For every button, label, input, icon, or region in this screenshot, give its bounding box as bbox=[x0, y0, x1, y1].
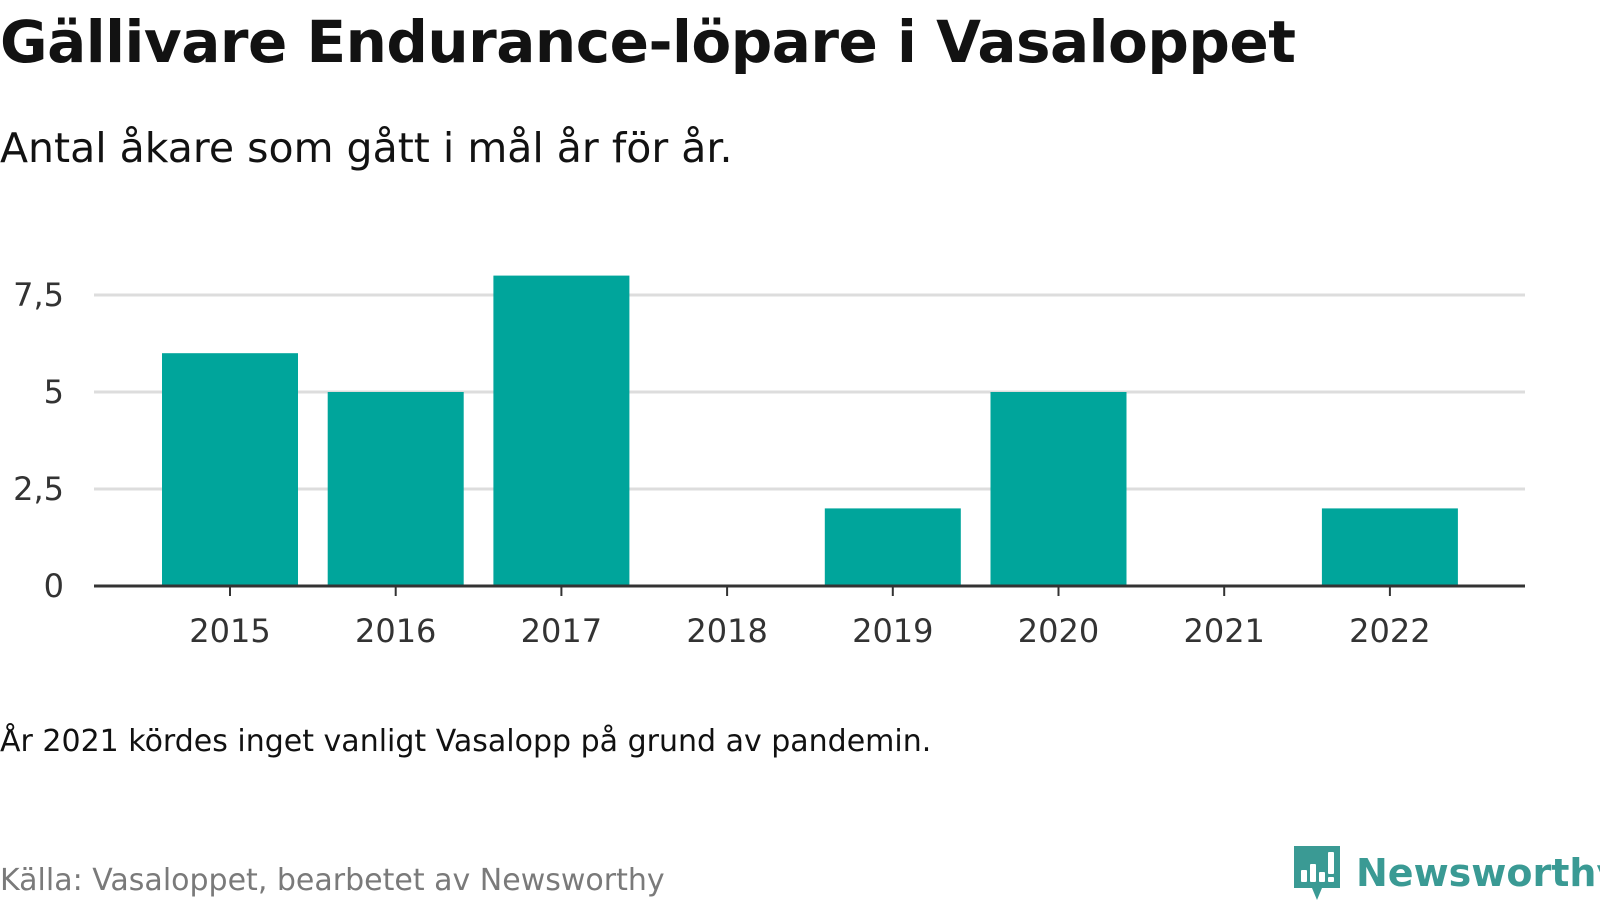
y-axis-tick-labels: 0 2,5 5 7,5 bbox=[13, 276, 64, 605]
y-tick-label: 7,5 bbox=[13, 276, 64, 314]
bar-2022 bbox=[1321, 508, 1458, 586]
bar-2016 bbox=[327, 392, 464, 586]
bar-chart: 0 2,5 5 7,5 2015 2016 2017 2018 2019 2020 2021 202… bbox=[13, 275, 1525, 650]
x-axis-tick-labels: 2015 2016 2017 2018 2019 2020 2021 2022 bbox=[189, 612, 1430, 650]
source-credit: Källa: Vasaloppet, bearbetet av Newswort… bbox=[0, 863, 665, 898]
x-tick-label: 2016 bbox=[355, 612, 436, 650]
gridlines bbox=[94, 293, 1525, 491]
x-tick-label: 2022 bbox=[1349, 612, 1430, 650]
bar-2020 bbox=[990, 392, 1127, 586]
bar-2019 bbox=[824, 508, 961, 586]
bars bbox=[162, 275, 1458, 586]
x-tick-label: 2015 bbox=[189, 612, 270, 650]
bar-2015 bbox=[162, 353, 298, 586]
brand-name: Newsworthy bbox=[1356, 851, 1600, 895]
x-axis bbox=[94, 584, 1525, 596]
y-tick-label: 5 bbox=[44, 373, 64, 411]
newsworthy-logo-icon bbox=[1294, 846, 1340, 900]
brand: Newsworthy bbox=[1292, 843, 1600, 903]
bar-2017 bbox=[493, 275, 630, 586]
x-tick-label: 2019 bbox=[852, 612, 933, 650]
chart-note: År 2021 kördes inget vanligt Vasalopp på… bbox=[0, 724, 932, 759]
x-tick-label: 2018 bbox=[686, 612, 767, 650]
y-tick-label: 0 bbox=[44, 567, 64, 605]
chart-title: Gällivare Endurance-löpare i Vasaloppet bbox=[0, 8, 1296, 76]
chart-subtitle: Antal åkare som gått i mål år för år. bbox=[0, 124, 733, 172]
x-tick-label: 2017 bbox=[521, 612, 602, 650]
y-tick-label: 2,5 bbox=[13, 470, 64, 508]
x-tick-label: 2021 bbox=[1183, 612, 1264, 650]
x-tick-label: 2020 bbox=[1018, 612, 1099, 650]
